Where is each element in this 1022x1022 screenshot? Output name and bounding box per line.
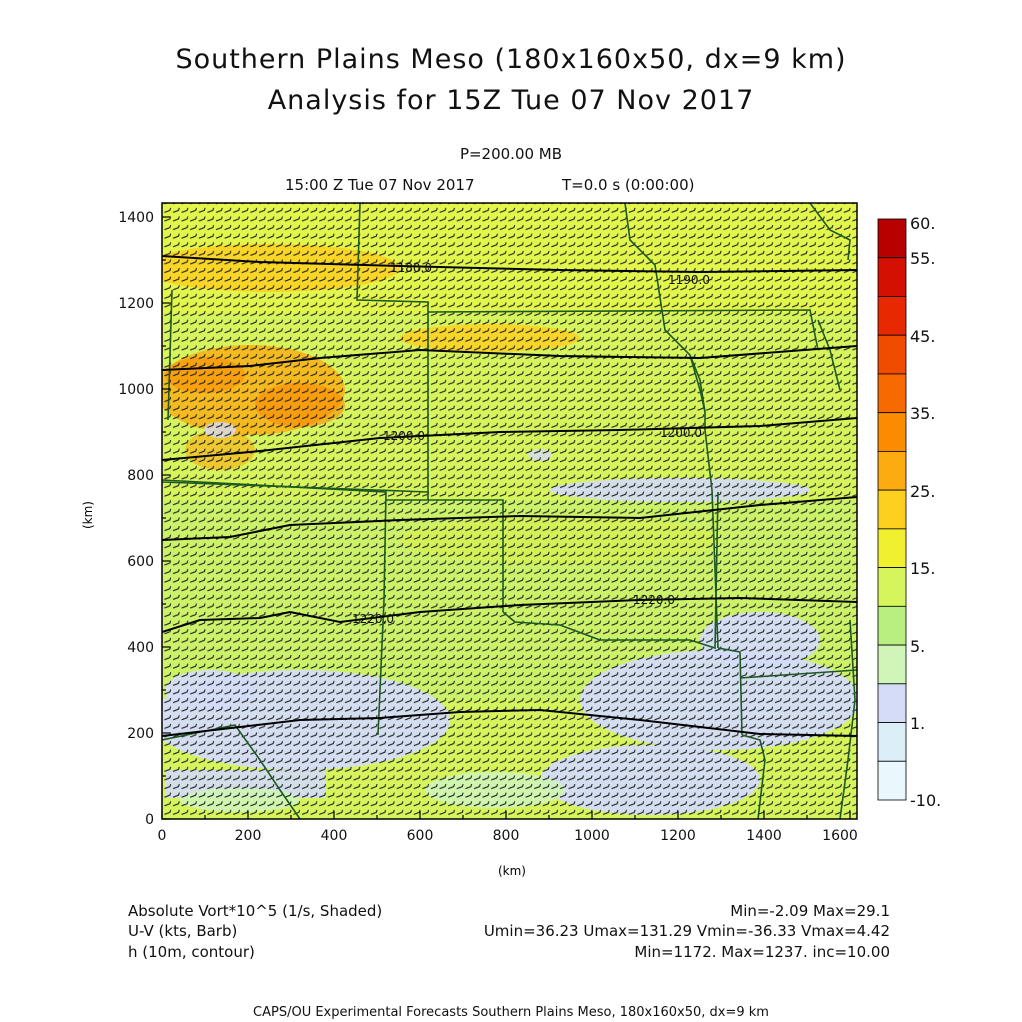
colorbar-swatch xyxy=(877,334,907,375)
colorbar-label: 1. xyxy=(910,714,925,733)
x-tick-label: 1400 xyxy=(746,828,782,844)
colorbar-swatch xyxy=(877,218,907,259)
colorbar-label: 5. xyxy=(910,637,925,656)
axis-ticks xyxy=(161,216,851,820)
elapsed-time: T=0.0 s (0:00:00) xyxy=(562,176,695,194)
colorbar-swatch xyxy=(877,412,907,452)
y-tick-label: 600 xyxy=(127,554,154,570)
colorbar-swatch xyxy=(877,489,907,530)
colorbar-swatch xyxy=(877,605,907,646)
figure-title-line1: Southern Plains Meso (180x160x50, dx=9 k… xyxy=(175,44,847,75)
y-axis-label: (km) xyxy=(81,501,95,529)
x-tick-label: 0 xyxy=(158,828,167,844)
colorbar-swatch xyxy=(877,257,907,297)
colorbar-swatch xyxy=(877,760,907,801)
x-tick-label: 1600 xyxy=(822,828,858,844)
colorbar-swatch xyxy=(877,683,907,723)
x-tick-label: 1000 xyxy=(574,828,610,844)
colorbar-label: 35. xyxy=(910,404,935,423)
x-tick-label: 1200 xyxy=(660,828,696,844)
y-tick-label: 400 xyxy=(127,640,154,656)
contour-label: 1200.0 xyxy=(383,429,425,443)
colorbar-label: -10. xyxy=(910,791,941,810)
x-tick-label: 200 xyxy=(235,828,262,844)
height-contours xyxy=(162,255,857,737)
pressure-level: P=200.00 MB xyxy=(459,145,563,163)
contour-label: 1200.0 xyxy=(660,426,702,440)
contour-label: 1190.0 xyxy=(668,273,710,287)
field2-stats: Umin=36.23 Umax=131.29 Vmin=-36.33 Vmax=… xyxy=(483,922,890,940)
y-tick-label: 1000 xyxy=(118,382,154,398)
colorbar-labels: 60. 55. 45. 35. 25. 15. 5. 1. -10. xyxy=(910,214,941,810)
plot-frame xyxy=(161,202,858,820)
y-tick-label: 800 xyxy=(127,468,154,484)
state-borders xyxy=(162,203,857,819)
contour-label: 1220.0 xyxy=(633,593,675,607)
figure-title-line2: Analysis for 15Z Tue 07 Nov 2017 xyxy=(267,85,755,116)
x-tick-label: 400 xyxy=(321,828,348,844)
colorbar-swatch xyxy=(877,528,907,568)
y-tick-label: 1200 xyxy=(118,296,154,312)
x-tick-labels: 0 200 400 600 800 1000 1200 1400 1600 xyxy=(158,828,858,844)
y-tick-label: 200 xyxy=(127,726,154,742)
field2-name: U-V (kts, Barb) xyxy=(128,922,238,940)
colorbar-swatch xyxy=(877,567,907,607)
colorbar-swatch xyxy=(877,450,907,491)
y-tick-label: 0 xyxy=(145,812,154,828)
field1-stats: Min=-2.09 Max=29.1 xyxy=(730,902,890,920)
x-tick-label: 800 xyxy=(493,828,520,844)
contour-label: 1180.0 xyxy=(390,261,432,275)
colorbar-label: 55. xyxy=(910,249,935,268)
colorbar-label: 25. xyxy=(910,482,935,501)
y-tick-label: 1400 xyxy=(118,210,154,226)
colorbar-label: 45. xyxy=(910,327,935,346)
colorbar-swatch xyxy=(877,644,907,685)
wind-barbs xyxy=(162,203,857,819)
colorbar-swatch xyxy=(877,373,907,414)
colorbar-label: 60. xyxy=(910,214,935,233)
x-tick-label: 600 xyxy=(407,828,434,844)
footer-credit: CAPS/OU Experimental Forecasts Southern … xyxy=(253,1005,769,1020)
contour-label: 1220.0 xyxy=(352,612,394,626)
x-axis-label: (km) xyxy=(498,864,526,878)
field3-stats: Min=1172. Max=1237. inc=10.00 xyxy=(634,943,890,961)
colorbar-swatch xyxy=(877,296,907,336)
colorbar-swatch xyxy=(877,722,907,762)
colorbar xyxy=(877,218,907,801)
colorbar-label: 15. xyxy=(910,559,935,578)
contour-labels: 1180.0 1190.0 1200.0 1200.0 1220.0 1220.… xyxy=(352,261,710,626)
valid-time: 15:00 Z Tue 07 Nov 2017 xyxy=(285,176,475,194)
field3-name: h (10m, contour) xyxy=(128,943,255,961)
y-tick-labels: 0 200 400 600 800 1000 1200 1400 xyxy=(118,210,154,828)
vorticity-shading xyxy=(162,203,857,819)
field1-name: Absolute Vort*10^5 (1/s, Shaded) xyxy=(128,902,383,920)
